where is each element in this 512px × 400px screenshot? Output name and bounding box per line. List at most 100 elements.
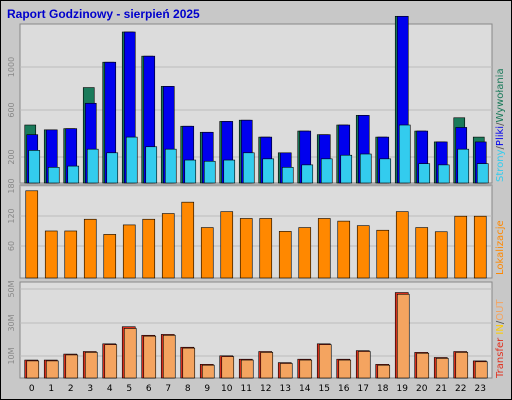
bar-lokalizacje (220, 211, 234, 279)
bar-strony (184, 159, 197, 184)
bar-transfer-out (84, 352, 98, 379)
y-tick-label: 50M (7, 280, 16, 297)
bar-transfer-out (435, 358, 449, 379)
bar-transfer-out (182, 347, 196, 379)
bar-strony (67, 165, 80, 184)
bar-transfer-out (65, 354, 79, 379)
side-label-pages-files-hits-part: / (495, 145, 506, 149)
bar-lokalizacje (434, 231, 448, 279)
x-tick-label: 20 (416, 384, 428, 394)
y-tick-label: 1000 (7, 57, 16, 77)
bar-transfer-out (357, 351, 371, 379)
bar-lokalizacje (83, 218, 97, 279)
bar-lokalizacje (376, 229, 390, 279)
bar-lokalizacje (181, 201, 195, 279)
bar-lokalizacje (356, 225, 370, 279)
bar-transfer-out (201, 364, 215, 379)
side-label-locations: Lokalizacje (495, 220, 506, 275)
bar-transfer-out (377, 364, 391, 379)
bar-lokalizacje (200, 227, 214, 279)
bar-lokalizacje (298, 227, 312, 279)
bar-lokalizacje (142, 218, 156, 279)
bar-transfer-out (240, 359, 254, 379)
bar-strony (106, 152, 119, 184)
side-label-locations-part: Lokalizacje (495, 220, 506, 275)
bar-lokalizacje (415, 227, 429, 279)
bar-transfer-out (123, 328, 137, 379)
bar-strony (398, 124, 411, 184)
bar-strony (437, 164, 450, 184)
bar-lokalizacje (317, 218, 331, 279)
x-tick-label: 11 (241, 384, 252, 394)
bar-strony (476, 163, 489, 184)
bar-strony (457, 148, 470, 184)
bar-lokalizacje (239, 218, 253, 279)
bar-lokalizacje (161, 213, 175, 279)
bar-lokalizacje (44, 230, 58, 279)
x-tick-label: 4 (107, 384, 113, 394)
x-tick-label: 15 (319, 384, 330, 394)
y-tick-label: 30M (7, 314, 16, 331)
y-tick-label: 60 (7, 241, 16, 251)
side-label-transfer-part: Transfer (495, 337, 506, 379)
bar-transfer-out (260, 352, 274, 379)
bar-strony (86, 148, 99, 184)
bar-lokalizacje (64, 230, 78, 279)
x-tick-label: 2 (68, 384, 74, 394)
bar-lokalizacje (259, 218, 273, 279)
side-label-transfer-part: OUT (495, 299, 506, 321)
bar-lokalizacje (103, 234, 117, 279)
side-label-pages-files-hits-part: / (495, 122, 506, 126)
bar-transfer-out (221, 356, 235, 379)
bar-strony (301, 164, 314, 184)
x-tick-label: 13 (280, 384, 291, 394)
chart-title: Raport Godzinowy - sierpień 2025 (7, 7, 200, 21)
side-label-pages-files-hits-part: Pliki (495, 126, 506, 146)
x-tick-label: 19 (397, 384, 409, 394)
side-label-pages-files-hits-part: Wywołania (495, 68, 506, 122)
x-tick-label: 23 (475, 384, 486, 394)
side-label-transfer-part: IN (495, 324, 506, 334)
bar-strony (262, 158, 275, 184)
plot-area-1 (19, 184, 493, 279)
x-tick-label: 5 (126, 384, 132, 394)
x-tick-label: 8 (185, 384, 191, 394)
bar-transfer-out (162, 334, 176, 379)
y-tick-label: 10M (7, 347, 16, 364)
side-label-pages-files-hits: Strony/Pliki/Wywołania (495, 68, 506, 182)
bar-transfer-out (45, 360, 59, 379)
x-tick-label: 6 (146, 384, 152, 394)
bar-strony (223, 159, 236, 184)
bar-transfer-out (299, 359, 313, 379)
bar-transfer-out (318, 344, 332, 379)
bar-strony (125, 136, 138, 184)
x-tick-label: 16 (338, 384, 350, 394)
x-tick-label: 10 (221, 384, 233, 394)
bar-lokalizacje (25, 190, 39, 279)
x-tick-label: 7 (165, 384, 171, 394)
bar-transfer-out (279, 363, 293, 379)
plot-area-2 (19, 281, 493, 379)
bar-strony (340, 154, 353, 184)
bar-lokalizacje (454, 215, 468, 279)
bar-transfer-out (474, 361, 488, 379)
x-tick-label: 22 (455, 384, 466, 394)
x-tick-label: 17 (358, 384, 369, 394)
bar-transfer-out (26, 360, 40, 379)
bar-strony (281, 166, 294, 184)
x-tick-label: 3 (87, 384, 93, 394)
bar-strony (379, 158, 392, 184)
bar-strony (145, 146, 158, 184)
x-tick-label: 0 (29, 384, 35, 394)
side-label-pages-files-hits-part: Strony (495, 149, 506, 182)
bar-strony (203, 160, 216, 184)
bar-strony (418, 163, 431, 184)
x-tick-label: 1 (48, 384, 54, 394)
side-label-transfer: Transfer IN/OUT (495, 299, 506, 379)
bar-strony (242, 152, 255, 184)
x-tick-label: 14 (299, 384, 311, 394)
bar-lokalizacje (122, 224, 136, 279)
x-tick-label: 21 (436, 384, 447, 394)
x-tick-label: 18 (377, 384, 389, 394)
x-tick-label: 9 (204, 384, 210, 394)
